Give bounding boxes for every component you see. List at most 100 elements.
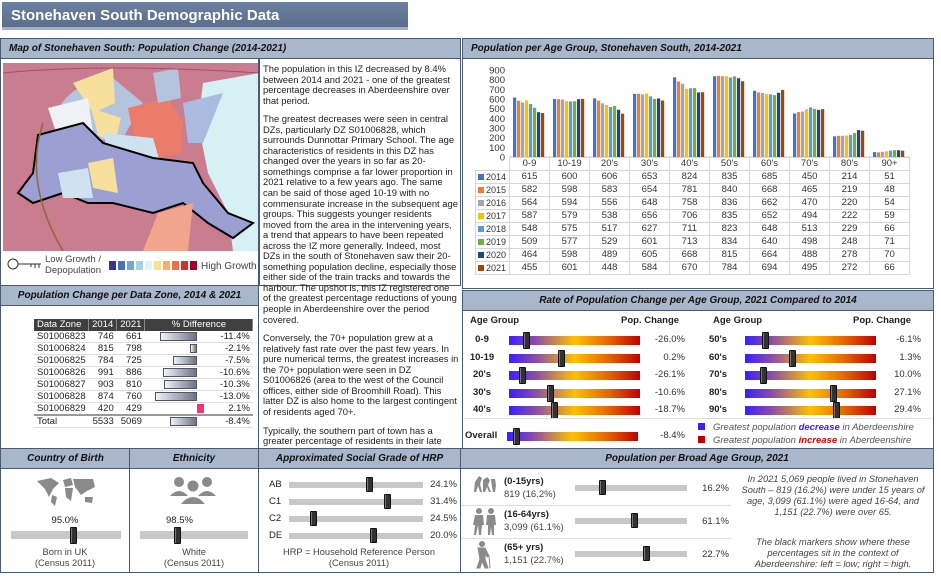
value-cell: 70 xyxy=(869,248,910,262)
value-cell: 470 xyxy=(789,196,830,210)
slider-marker xyxy=(512,428,520,445)
age-group-label: 90's xyxy=(708,404,728,415)
age-band-detail: 3,099 (61.1%) xyxy=(504,522,564,533)
legend-entry: 2019 xyxy=(475,235,510,249)
bar-2016-50's xyxy=(721,76,725,157)
age-group-header: Age Group xyxy=(713,315,763,326)
pop-change-value: -10.6% xyxy=(654,386,685,398)
white-caption: White xyxy=(182,547,206,557)
bar-2016-70's xyxy=(801,111,805,157)
slider-marker xyxy=(833,402,841,419)
legend-swatch xyxy=(478,252,484,258)
value-cell: 548 xyxy=(509,222,550,236)
age-group-label: 30's xyxy=(472,386,492,398)
social-grade-title: Approximated Social Grade of HRP xyxy=(259,449,460,469)
y-tick-label: 500 xyxy=(489,104,505,115)
value-cell: 564 xyxy=(509,196,550,210)
y2021-cell: 5069 xyxy=(116,414,145,428)
table-row: S01006827 903 810 -10.3% xyxy=(34,378,253,391)
y-tick-label: 100 xyxy=(489,143,505,154)
series-row: 2018 548 575 517 627 711 823 648 513 229 66 xyxy=(475,222,910,236)
bar-2020-10-19 xyxy=(577,99,581,157)
rate-slider xyxy=(507,428,638,445)
y-tick-label: 200 xyxy=(489,133,505,144)
grade-label: AB xyxy=(269,479,282,490)
pop-change-value: -6.1% xyxy=(896,334,921,345)
legend-key-increase: increase xyxy=(798,434,838,446)
category-label: 40's xyxy=(669,157,710,171)
bar-2021-30's xyxy=(661,100,665,157)
legend-label: 2021 xyxy=(486,263,507,273)
country-of-birth-title: Country of Birth xyxy=(1,449,130,469)
pop-change-value: -8.4% xyxy=(660,430,685,441)
slider-marker xyxy=(642,546,650,561)
bar-2015-20's xyxy=(597,100,601,157)
broad-age-note: In 2021 5,069 people lived in Stonehaven… xyxy=(741,474,925,517)
bar-2019-90+ xyxy=(893,150,897,157)
pop-change-value: 0.2% xyxy=(663,351,685,363)
rate-slider xyxy=(745,384,876,402)
bar-2014-60's xyxy=(753,90,757,157)
bar-2019-50's xyxy=(733,76,737,157)
difference-bar-cell xyxy=(144,402,204,416)
bar-2021-80's xyxy=(861,130,865,157)
bar-2021-0-9 xyxy=(541,113,545,157)
slider-marker xyxy=(598,480,606,495)
y2014-cell: 420 xyxy=(88,402,117,416)
bar-2018-80's xyxy=(849,134,853,157)
grade-label: C2 xyxy=(269,513,282,524)
y2014-cell: 991 xyxy=(88,366,117,379)
value-cell: 835 xyxy=(709,170,750,184)
table-row: S01006823 746 661 -11.4% xyxy=(34,331,253,343)
value-cell: 488 xyxy=(789,248,830,262)
pop-change-value: 10.0% xyxy=(894,369,921,380)
legend-entry: 2017 xyxy=(475,209,510,223)
value-cell: 835 xyxy=(709,209,750,223)
legend-entry: 2021 xyxy=(475,261,510,275)
legend-label: 2020 xyxy=(486,250,507,260)
legend-text: in Aberdeenshire xyxy=(839,422,914,433)
category-label: 30's xyxy=(629,157,670,171)
bar-2014-0-9 xyxy=(513,97,517,157)
series-row: 2014 615 600 606 653 824 835 685 450 214 51 xyxy=(475,170,910,184)
table-row: S01006824 815 798 -2.1% xyxy=(34,342,253,355)
legend-entry: 2015 xyxy=(475,183,510,197)
y-tick-label: 400 xyxy=(489,114,505,125)
value-cell: 214 xyxy=(829,170,870,184)
census-caption: (Census 2011) xyxy=(34,558,96,568)
difference-bar xyxy=(154,392,197,401)
decrease-swatch xyxy=(698,423,705,430)
pop-change-header: Pop. Change xyxy=(853,315,912,326)
population-change-map[interactable] xyxy=(3,63,259,251)
value-cell: 670 xyxy=(669,261,710,275)
bar-2014-70's xyxy=(793,113,797,157)
slider-marker xyxy=(762,332,770,349)
bar-2016-90+ xyxy=(881,151,885,157)
slider-marker xyxy=(310,511,318,526)
value-cell: 600 xyxy=(549,170,590,184)
bar-2020-40's xyxy=(697,92,701,157)
value-cell: 272 xyxy=(829,261,870,275)
children-icon xyxy=(471,474,499,509)
value-cell: 601 xyxy=(549,261,590,275)
legend-swatch xyxy=(163,261,170,270)
value-cell: 601 xyxy=(629,235,670,249)
value-cell: 694 xyxy=(749,261,790,275)
value-cell: 685 xyxy=(749,170,790,184)
rate-slider xyxy=(745,332,876,349)
legend-entry: 2014 xyxy=(475,170,510,184)
grade-slider xyxy=(289,511,423,526)
legend-swatch xyxy=(478,200,484,206)
bar-2016-20's xyxy=(601,103,605,157)
legend-swatch xyxy=(478,265,484,271)
rate-slider xyxy=(745,367,876,384)
legend-swatch xyxy=(478,226,484,232)
pop-change-value: 1.3% xyxy=(899,351,921,363)
value-cell: 509 xyxy=(509,235,550,249)
y-tick-label: 700 xyxy=(489,85,505,96)
legend-swatch xyxy=(478,239,484,245)
value-cell: 54 xyxy=(869,196,910,210)
series-row: 2021 455 601 448 584 670 784 694 495 272 66 xyxy=(475,261,910,275)
value-cell: 517 xyxy=(589,222,630,236)
pop-change-value: -26.1% xyxy=(654,369,685,380)
